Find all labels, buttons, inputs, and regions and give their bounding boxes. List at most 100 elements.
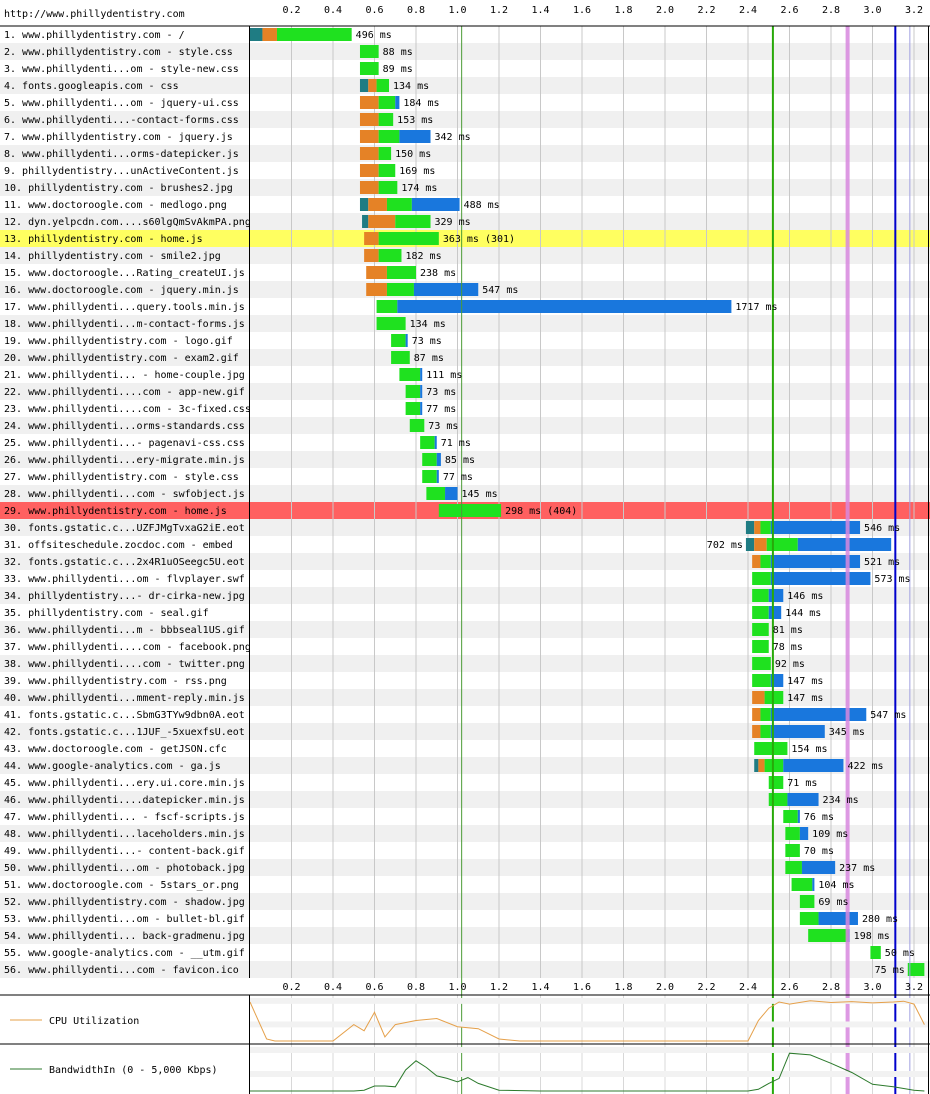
request-time: 88 ms [383,47,413,58]
request-time: 69 ms [818,897,848,908]
bar-download [436,470,439,483]
bar-ttfb [785,844,800,857]
request-time: 111 ms [426,370,462,381]
request-time: 496 ms [356,30,392,41]
bar-connect [752,708,761,721]
request-label: 1. www.phillydentistry.com - / [4,30,185,41]
request-label: 12. dyn.yelpcdn.com....s60lgQmSvAkmPA.pn… [4,217,251,228]
tick-label-top: 1.0 [448,5,466,16]
bar-ttfb [870,946,881,959]
request-time: 342 ms [435,132,471,143]
bar-ttfb [785,861,802,874]
request-time: 238 ms [420,268,456,279]
request-label: 30. fonts.gstatic.c...UZFJMgTvxaG2iE.eot [4,523,245,534]
bar-download [420,385,423,398]
request-label: 11. www.doctoroogle.com - medlogo.png [4,200,227,211]
request-time: 109 ms [812,829,848,840]
bar-dns [745,538,755,551]
bar-ttfb [764,691,784,704]
bar-ttfb [359,45,379,58]
bar-ttfb [395,215,431,228]
bar-ttfb [378,96,396,109]
bar-ttfb [409,419,425,432]
request-label: 14. phillydentistry.com - smile2.jpg [4,251,221,262]
bar-ttfb [752,623,769,636]
row-bg [0,247,930,264]
bar-ttfb [754,742,788,755]
request-label: 55. www.google-analytics.com - __utm.gif [4,948,245,959]
request-time: 73 ms [428,421,458,432]
bar-download [768,589,784,602]
request-time: 237 ms [839,863,875,874]
tick-label-bottom: 2.4 [739,982,757,993]
bandwidth-legend-label: BandwidthIn (0 - 5,000 Kbps) [49,1065,218,1076]
tick-label-bottom: 2.2 [697,982,715,993]
bar-download [770,521,861,534]
request-label: 19. www.phillydentistry.com - logo.gif [4,336,233,347]
request-label: 52. www.phillydentistry.com - shadow.jpg [4,897,245,908]
bar-ttfb [378,249,402,262]
bar-ttfb [378,181,398,194]
tick-label-top: 0.2 [282,5,300,16]
request-label: 44. www.google-analytics.com - ga.js [4,761,221,772]
bar-download [770,572,871,585]
request-time: 329 ms [435,217,471,228]
request-time: 134 ms [393,81,429,92]
bar-ttfb [760,725,771,738]
tick-label-top: 2.0 [656,5,674,16]
cpu-legend-label: CPU Utilization [49,1016,139,1027]
bar-ttfb [422,470,437,483]
row-bg [0,689,930,706]
request-time: 154 ms [791,744,827,755]
bar-ttfb [768,776,784,789]
bar-ttfb [386,283,414,296]
bar-ttfb [378,232,439,245]
request-time: 174 ms [401,183,437,194]
row-bg [0,825,930,842]
bar-ttfb [808,929,848,942]
request-label: 4. fonts.googleapis.com - css [4,81,179,92]
bar-connect [368,79,377,92]
panel-line [250,1052,925,1092]
request-label: 5. www.phillydenti...om - jquery-ui.css [4,98,239,109]
request-label: 9. phillydentistry...unActiveContent.js [4,166,239,177]
bar-download [413,283,479,296]
tick-label-top: 1.2 [490,5,508,16]
bar-ttfb [420,436,435,449]
request-time: 363 ms (301) [443,234,515,245]
request-label: 36. www.phillydenti...m - bbbseal1US.gif [4,625,245,636]
request-time: 77 ms [443,472,473,483]
row-bg [0,145,930,162]
bar-download [797,538,892,551]
bar-connect [752,725,761,738]
request-label: 51. www.doctoroogle.com - 5stars_or.png [4,880,239,891]
bar-ttfb [760,708,771,721]
bar-download [768,606,782,619]
request-time: 147 ms [787,693,823,704]
bar-connect [359,181,379,194]
bar-ttfb [785,827,800,840]
request-label: 21. www.phillydenti... - home-couple.jpg [4,370,245,381]
request-time: 134 ms [410,319,446,330]
bar-connect [359,147,379,160]
tick-label-bottom: 2.0 [656,982,674,993]
row-bg [0,621,930,638]
bar-ttfb [386,266,416,279]
request-time: 234 ms [823,795,859,806]
request-label: 16. www.doctoroogle.com - jquery.min.js [4,285,239,296]
request-time: 92 ms [775,659,805,670]
bar-ttfb [426,487,446,500]
bar-ttfb [378,164,396,177]
row-bg [0,77,930,94]
request-label: 37. www.phillydenti....com - facebook.pn… [4,642,251,653]
request-time: 81 ms [773,625,803,636]
request-label: 13. phillydentistry.com - home.js [4,234,203,245]
bar-ttfb [783,810,798,823]
request-label: 27. www.phillydentistry.com - style.css [4,472,239,483]
bar-ttfb [378,113,394,126]
request-time: 422 ms [847,761,883,772]
panel-stripe [250,1071,928,1077]
bar-download [783,759,844,772]
request-label: 8. www.phillydenti...orms-datepicker.js [4,149,239,160]
